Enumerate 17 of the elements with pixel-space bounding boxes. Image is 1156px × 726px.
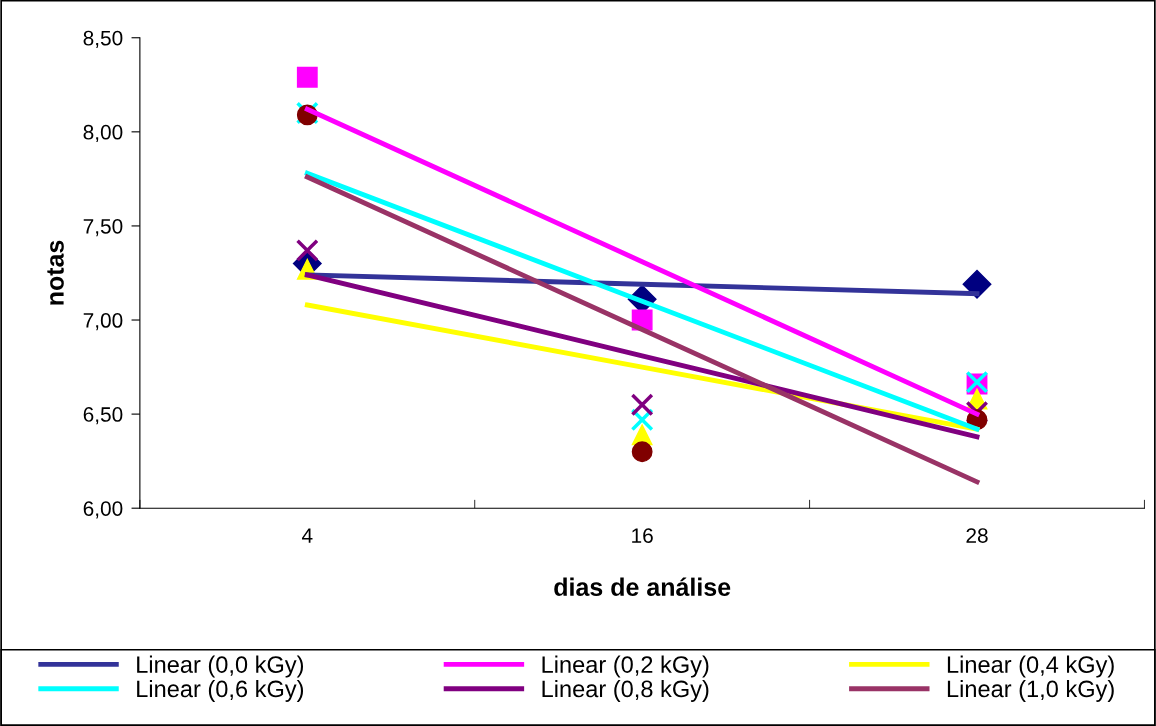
legend-label: Linear (0,6 kGy) [137, 679, 304, 702]
legend-label: Linear (1,0 kGy) [947, 679, 1114, 702]
x-tick-label: 4 [301, 528, 313, 543]
y-tick-label: 6,50 [83, 407, 123, 425]
legend-label: Linear (0,8 kGy) [542, 679, 709, 702]
y-axis-title: notas [47, 240, 64, 305]
y-tick-label: 7,50 [83, 218, 123, 237]
y-tick-label: 6,00 [83, 501, 123, 519]
x-tick-label: 16 [632, 528, 653, 543]
x-tick-label: 28 [966, 528, 988, 543]
y-tick-label: 8,00 [83, 124, 123, 143]
y-tick-label: 7,00 [83, 313, 123, 331]
legend-label: Linear (0,2 kGy) [542, 655, 709, 678]
x-axis-title: dias de análise [554, 577, 731, 596]
y-tick-label: 8,50 [83, 30, 123, 48]
legend-label: Linear (0,0 kGy) [137, 655, 304, 678]
legend-label: Linear (0,4 kGy) [947, 655, 1114, 678]
